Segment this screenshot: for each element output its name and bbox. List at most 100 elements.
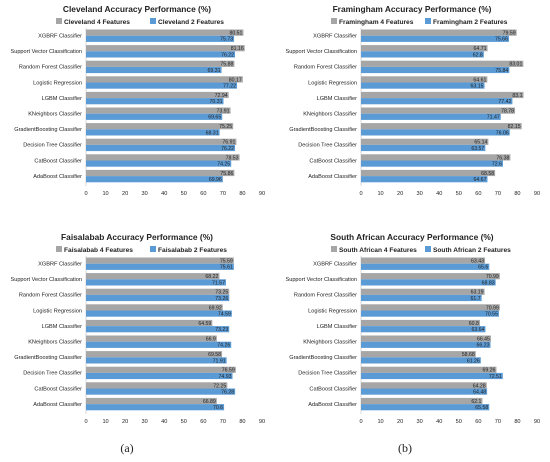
- bar-2-features: [86, 82, 238, 89]
- data-label-2-features: 72.51: [489, 374, 502, 380]
- x-tick-label: 90: [259, 419, 265, 425]
- bar-4-features: [86, 60, 235, 67]
- category-label: Logistic Regression: [308, 308, 357, 314]
- bar-4-features: [361, 335, 491, 342]
- bar-4-features: [361, 288, 485, 295]
- x-tick-label: 20: [397, 191, 403, 197]
- legend-label-4-features: South African 4 Features: [339, 247, 417, 254]
- data-label-2-features: 71.47: [487, 115, 500, 121]
- x-tick-label: 90: [534, 191, 540, 197]
- x-tick-label: 10: [102, 419, 108, 425]
- bar-4-features: [86, 366, 236, 373]
- bar-4-features: [361, 319, 480, 327]
- data-label-4-features: 75.25: [219, 124, 232, 130]
- bar-2-features: [86, 144, 236, 152]
- data-label-4-features: 78.78: [501, 109, 514, 115]
- data-label-4-features: 63.43: [471, 259, 484, 265]
- category-label: Logistic Regression: [308, 80, 357, 86]
- legend-label-4-features: Faisalabab 4 Features: [64, 247, 133, 254]
- bar-2-features: [86, 372, 233, 380]
- bar-2-features: [86, 35, 235, 42]
- data-label-2-features: 61.7: [471, 296, 481, 302]
- data-label-2-features: 64.48: [473, 390, 486, 396]
- x-tick-label: 20: [397, 419, 403, 425]
- category-label: Support Vector Classification: [285, 277, 357, 283]
- data-label-4-features: 83.1: [512, 93, 522, 99]
- data-label-2-features: 65.58: [475, 405, 488, 411]
- data-label-2-features: 69.31: [208, 68, 221, 74]
- category-label: CatBoost Classifier: [34, 386, 82, 392]
- data-label-2-features: 63.15: [471, 84, 484, 90]
- data-label-2-features: 76.22: [221, 52, 234, 58]
- bar-4-features: [361, 45, 488, 52]
- bar-4-features: [361, 123, 522, 130]
- bar-2-features: [361, 66, 510, 74]
- legend-swatch-2-features: [425, 18, 431, 24]
- bar-4-features: [86, 273, 220, 280]
- x-tick-label: 20: [122, 191, 128, 197]
- data-label-4-features: 82.15: [508, 124, 521, 130]
- bar-2-features: [361, 35, 509, 42]
- data-label-2-features: 76.06: [496, 130, 509, 136]
- data-label-2-features: 68.31: [206, 130, 219, 136]
- data-label-2-features: 61.26: [467, 358, 480, 364]
- x-tick-label: 80: [239, 191, 245, 197]
- bar-4-features: [86, 169, 235, 177]
- x-tick-label: 70: [495, 419, 501, 425]
- x-tick-label: 0: [84, 191, 87, 197]
- data-label-4-features: 70.99: [486, 274, 499, 280]
- data-label-4-features: 64.71: [474, 46, 487, 52]
- bar-2-features: [361, 341, 491, 348]
- data-label-4-features: 64.28: [473, 383, 486, 389]
- category-label: Decision Tree Classifier: [23, 143, 82, 149]
- x-tick-label: 70: [495, 191, 501, 197]
- data-label-4-features: 69.26: [482, 368, 495, 374]
- data-label-4-features: 75.59: [220, 259, 233, 265]
- chart-svg: Framingham Accuracy Performance (%) Frami…: [285, 4, 540, 197]
- bar-4-features: [86, 304, 223, 311]
- bar-2-features: [361, 176, 488, 183]
- data-label-4-features: 63.19: [471, 290, 484, 296]
- data-label-4-features: 76.91: [222, 140, 235, 146]
- data-label-2-features: 70.55: [485, 312, 498, 318]
- x-tick-label: 0: [84, 419, 87, 425]
- x-tick-label: 10: [377, 191, 383, 197]
- chart-panel-faisalabab: Faisalabab Accuracy Performance (%) Faisa…: [0, 228, 275, 433]
- category-label: Logistic Regression: [33, 308, 82, 314]
- bar-2-features: [86, 129, 220, 136]
- bar-4-features: [86, 138, 237, 145]
- data-label-2-features: 63.57: [471, 146, 484, 152]
- legend-label-2-features: Cleveland 2 Features: [158, 19, 224, 26]
- chart-svg: Cleveland Accuracy Performance (%) Clevel…: [10, 4, 265, 197]
- x-tick-label: 40: [436, 191, 442, 197]
- bar-4-features: [361, 107, 516, 114]
- bar-2-features: [361, 388, 488, 395]
- data-label-2-features: 72.6: [492, 162, 502, 168]
- data-label-4-features: 80.51: [229, 31, 242, 37]
- data-label-2-features: 76.22: [221, 146, 234, 152]
- chart-svg: Faisalabab Accuracy Performance (%) Faisa…: [10, 232, 265, 425]
- data-label-2-features: 77.42: [498, 99, 511, 105]
- bar-2-features: [361, 326, 486, 333]
- data-label-4-features: 64.61: [473, 77, 486, 83]
- data-label-4-features: 73.25: [215, 290, 228, 296]
- x-tick-label: 30: [417, 419, 423, 425]
- legend-swatch-2-features: [150, 18, 156, 24]
- bar-2-features: [86, 341, 232, 348]
- x-tick-label: 30: [417, 191, 423, 197]
- x-tick-label: 60: [200, 191, 206, 197]
- bar-2-features: [361, 113, 501, 120]
- x-tick-label: 30: [142, 419, 148, 425]
- caption-a: (a): [120, 441, 134, 455]
- caption-b: (b): [398, 441, 412, 455]
- bar-2-features: [86, 98, 224, 105]
- data-label-4-features: 65.14: [474, 140, 487, 146]
- chart-title: South African Accuracy Performance (%): [330, 232, 493, 242]
- x-tick-label: 40: [161, 191, 167, 197]
- category-label: GradientBoosting Classifier: [289, 355, 357, 361]
- x-tick-label: 80: [514, 191, 520, 197]
- bar-2-features: [361, 263, 490, 270]
- bar-2-features: [361, 160, 503, 167]
- bar-2-features: [361, 82, 485, 89]
- data-label-4-features: 72.25: [213, 383, 226, 389]
